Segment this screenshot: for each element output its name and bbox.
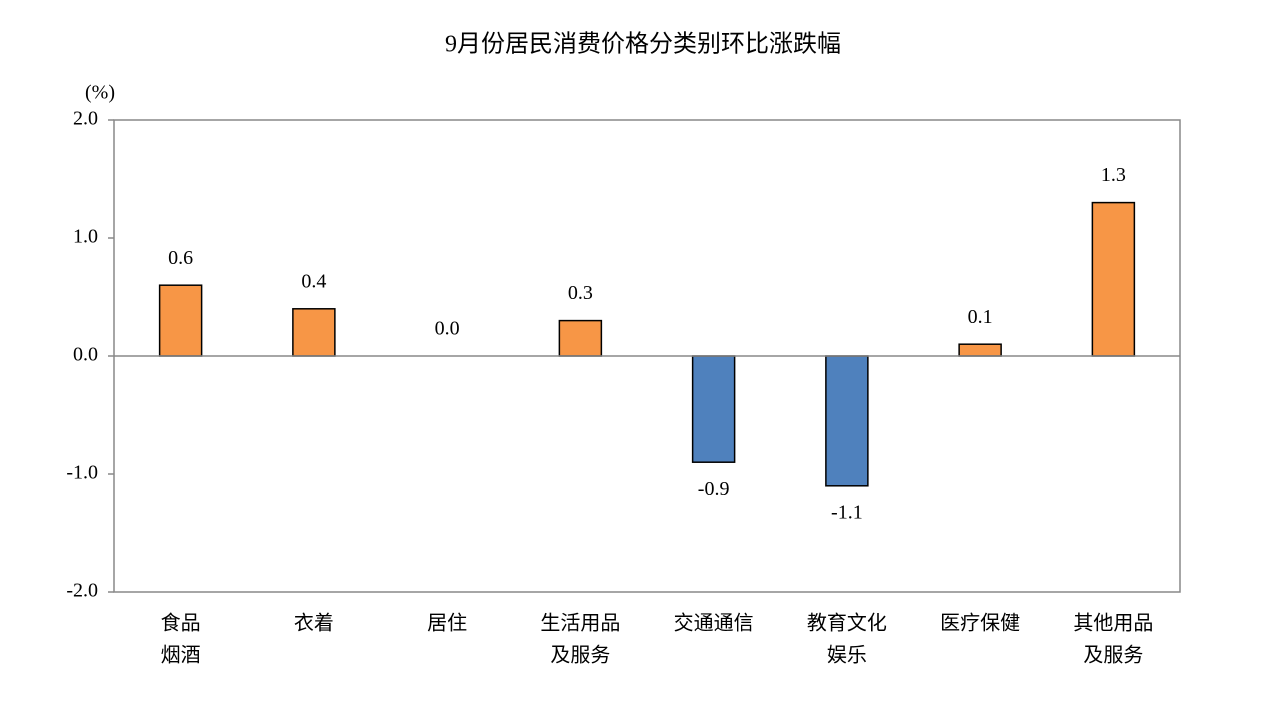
y-unit: (%)	[85, 82, 115, 104]
x-tick-label: 其他用品	[1073, 612, 1153, 635]
value-label: 1.3	[1101, 164, 1126, 186]
value-label: 0.3	[568, 282, 593, 304]
bar	[1091, 201, 1136, 357]
x-tick-label: 居住	[427, 612, 467, 635]
y-tick-label: -2.0	[66, 580, 98, 602]
chart-title: 9月份居民消费价格分类别环比涨跌幅	[445, 31, 841, 58]
value-label: -0.9	[698, 478, 730, 500]
y-tick-label: 0.0	[73, 344, 98, 366]
x-tick-label: 及服务	[1083, 644, 1143, 667]
x-tick-label: 教育文化	[807, 612, 887, 635]
x-tick-label: 烟酒	[161, 644, 201, 667]
x-tick-label: 医疗保健	[940, 612, 1020, 635]
value-label: 0.6	[168, 247, 193, 269]
value-label: 0.1	[968, 306, 993, 328]
x-tick-label: 娱乐	[827, 644, 867, 667]
y-tick-label: 1.0	[73, 226, 98, 248]
bar	[558, 319, 603, 357]
bar	[691, 355, 736, 463]
bar	[825, 355, 869, 487]
value-label: 0.4	[301, 270, 326, 292]
value-label: 0.0	[435, 318, 460, 340]
y-tick-label: 2.0	[73, 108, 98, 130]
bar	[958, 343, 1002, 357]
bar	[158, 284, 203, 357]
bar	[292, 308, 336, 357]
x-tick-label: 生活用品	[540, 612, 620, 635]
value-label: -1.1	[831, 501, 863, 523]
x-tick-label: 食品	[161, 612, 201, 635]
x-tick-label: 衣着	[294, 612, 334, 635]
y-tick-label: -1.0	[66, 462, 98, 484]
x-tick-label: 交通通信	[674, 612, 754, 635]
x-tick-label: 及服务	[550, 644, 610, 667]
